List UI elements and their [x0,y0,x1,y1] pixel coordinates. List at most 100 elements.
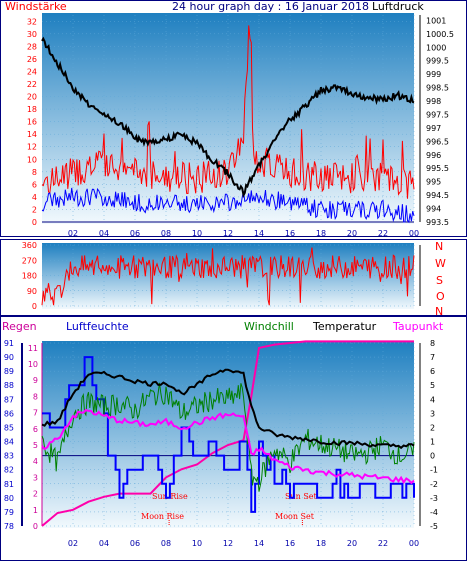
x-tick-label: 18 [316,539,326,548]
direction-tick-label: 180 [22,272,37,281]
x-tick-label: 06 [130,539,140,548]
wind-speed-series-line [41,187,415,224]
wind-tick-label: 32 [27,17,37,26]
pressure-tick-label: 996 [426,151,441,160]
pressure-tick-label: 997.5 [426,110,449,119]
temp-tick-label: 3 [430,409,435,418]
regen-label: Regen [2,320,37,333]
grid-layer [21,15,421,527]
humidity-tick-label: 87 [4,395,14,404]
humidity-series-line [42,356,415,513]
x-tick-label: 16 [285,539,295,548]
wind-tick-label: 2 [32,205,37,214]
temperatur-label: Temperatur [312,320,377,333]
temp-tick-label: 8 [430,339,435,348]
pressure-series-line [41,36,415,199]
sun-set-label: Sun Set [285,492,318,501]
chart-title: 24 hour graph day : 16 Januar 2018 [172,0,369,13]
pressure-tick-label: 999 [426,70,441,79]
direction-tick-label: 90 [27,287,37,296]
regen-tick-label: 1 [33,506,38,515]
x-tick-label: 22 [378,229,388,238]
x-tick-label: 20 [347,539,357,548]
x-tick-label: 08 [161,539,171,548]
pressure-tick-label: 994.5 [426,191,449,200]
x-tick-label: 18 [316,229,326,238]
wind-tick-label: 12 [27,143,37,152]
wind-tick-label: 24 [27,67,37,76]
regen-tick-label: 5 [33,441,38,450]
regen-tick-label: 8 [33,392,38,401]
temp-tick-label: -2 [430,480,438,489]
temp-tick-label: 1 [430,438,435,447]
humidity-tick-label: 86 [4,409,14,418]
x-tick-label: 10 [192,229,202,238]
temp-tick-label: -3 [430,494,438,503]
pressure-tick-label: 995.5 [426,164,449,173]
wind-tick-label: 10 [27,155,37,164]
wind-tick-label: 28 [27,42,37,51]
regen-series-line [41,340,414,527]
x-tick-label: 14 [254,539,264,548]
temp-tick-label: 2 [430,423,435,432]
pressure-tick-label: 996.5 [426,137,449,146]
humidity-tick-label: 88 [4,381,14,390]
pressure-tick-label: 999.5 [426,57,449,66]
pressure-tick-label: 998 [426,97,441,106]
x-tick-label: 16 [285,229,295,238]
wind-tick-label: 4 [32,193,37,202]
x-tick-label: 04 [99,229,109,238]
wind-tick-label: 20 [27,93,37,102]
pressure-tick-label: 1000.5 [426,30,454,39]
humidity-tick-label: 78 [4,522,14,531]
temp-tick-label: 5 [430,381,435,390]
temp-tick-label: 6 [430,367,435,376]
humidity-tick-label: 83 [4,452,14,461]
temp-tick-label: -4 [430,508,438,517]
pressure-tick-label: 1001 [426,16,446,25]
regen-tick-label: 4 [33,457,38,466]
direction-tick-label: 0 [32,302,37,311]
temperature-series-line [41,368,415,450]
pressure-tick-label: 993.5 [426,218,449,227]
humidity-tick-label: 80 [4,494,14,503]
luftdruck-label: Luftdruck [372,0,424,13]
compass-w-label: W [435,257,446,270]
wind-tick-label: 22 [27,80,37,89]
humidity-tick-label: 91 [4,339,14,348]
temp-tick-label: -5 [430,522,438,531]
wind-tick-label: 30 [27,30,37,39]
pressure-tick-label: 997 [426,124,441,133]
taupunkt-series-line [41,408,415,485]
temp-tick-label: 4 [430,395,435,404]
plot-area-direction [42,243,414,309]
humidity-tick-label: 81 [4,480,14,489]
series-layer [41,25,415,527]
wind-tick-label: 0 [32,218,37,227]
humidity-tick-label: 85 [4,423,14,432]
compass-s-label: S [436,274,443,287]
humidity-tick-label: 89 [4,367,14,376]
taupunkt-label: Taupunkt [392,320,444,333]
x-tick-label: 14 [254,229,264,238]
x-tick-label: 04 [99,539,109,548]
regen-tick-label: 6 [33,425,38,434]
x-tick-label: 22 [378,539,388,548]
pressure-tick-label: 995 [426,178,441,187]
pressure-tick-label: 1000 [426,43,446,52]
regen-tick-label: 0 [33,522,38,531]
gust-series-line [41,25,415,199]
temp-tick-label: 0 [430,452,435,461]
windstaerke-label: Windstärke [5,0,67,13]
regen-tick-label: 9 [33,376,38,385]
pressure-tick-label: 998.5 [426,84,449,93]
moon-rise-label: Moon Rise [141,512,184,521]
direction-tick-label: 360 [22,241,37,250]
x-tick-label: 02 [68,229,78,238]
x-tick-label: 06 [130,229,140,238]
compass-n-label: N [435,240,443,253]
regen-tick-label: 10 [28,360,38,369]
wind-tick-label: 14 [27,130,37,139]
